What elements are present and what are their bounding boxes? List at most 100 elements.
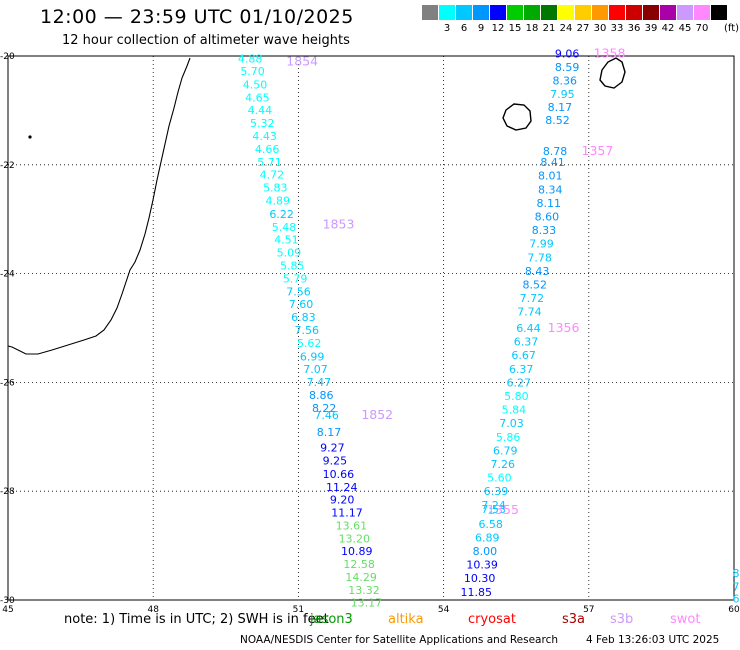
wave-height-value: 7.78 (527, 251, 552, 264)
coastline-africa (7, 57, 191, 355)
wave-height-value: 7.24 (481, 499, 506, 512)
wave-height-value: 5.71 (257, 156, 282, 169)
wave-height-value: 5.80 (504, 390, 528, 403)
pass-time-label: 1853 (323, 217, 355, 232)
pass-time-label: 1852 (361, 407, 393, 422)
satellite-key-cryosat: cryosat (468, 612, 516, 627)
wave-height-value: 4.43 (252, 130, 276, 143)
legend-label: 18 (525, 23, 539, 34)
wave-height-value: 4.72 (260, 169, 285, 182)
wave-height-value: 9.25 (323, 455, 348, 468)
legend-swatch (592, 5, 609, 20)
wave-height-value: 10.89 (341, 545, 373, 558)
wave-height-value: 9.06 (555, 47, 580, 60)
wave-height-value: 4.66 (255, 143, 280, 156)
legend-swatch (456, 5, 473, 20)
wave-height-value: 11.24 (326, 481, 358, 494)
wave-height-value: 11.17 (331, 506, 363, 519)
wave-height-value: 8.78 (543, 145, 568, 158)
footer-timestamp: 4 Feb 13:26:03 UTC 2025 (586, 634, 720, 646)
wave-height-value: 6.22 (269, 208, 294, 221)
wave-height-value: 8.36 (553, 74, 578, 87)
wave-height-value: 5.48 (272, 221, 297, 234)
legend-label: 30 (593, 23, 607, 34)
wave-height-value: 9.20 (330, 493, 355, 506)
legend-swatch (541, 5, 558, 20)
latitude-tick-label: -30 (0, 596, 15, 606)
legend-label: 3 (443, 23, 451, 34)
wave-height-value: 7.95 (550, 88, 575, 101)
pass-time-label: 1854 (286, 53, 318, 68)
wave-height-value: 13.61 (336, 519, 368, 532)
latitude-tick-label: -24 (0, 270, 15, 280)
wave-height-value: 8.33 (532, 224, 557, 237)
legend-swatch (677, 5, 694, 20)
legend-swatch (660, 5, 677, 20)
wave-height-value: 10.39 (466, 559, 498, 572)
footer-note-text: note: 1) Time is in UTC; 2) SWH is in fe… (64, 612, 329, 627)
wave-height-value: 8.52 (545, 114, 570, 127)
wave-height-value: 6.83 (291, 311, 316, 324)
longitude-axis: 45 48 51 54 57 60 (2, 605, 740, 615)
legend-swatch (524, 5, 541, 20)
latitude-tick-label: -28 (0, 487, 15, 497)
map-title: 12:00 — 23:59 UTC 01/10/2025 (40, 6, 354, 28)
wave-height-value: 8.22 (312, 402, 337, 415)
wave-height-value: 6.27 (507, 376, 532, 389)
wave-height-value: 4.89 (265, 195, 290, 208)
satellite-key-altika: altika (388, 612, 424, 627)
legend-swatch (694, 5, 711, 20)
latitude-axis: -20 -22 -24 -26 -28 -30 (0, 52, 15, 606)
satellite-key-s3a: s3a (562, 612, 586, 627)
wave-height-value: 11.85 (461, 586, 493, 599)
wave-height-value: 7.03 (499, 417, 524, 430)
wave-height-value: 7.60 (289, 298, 314, 311)
wave-height-value: 8.00 (473, 545, 498, 558)
legend-label: 21 (542, 23, 556, 34)
wave-height-value: 8.41 (540, 156, 565, 169)
pass-time-label: 1355 (487, 502, 519, 517)
wave-height-value: 6.37 (509, 363, 534, 376)
wave-height-value: 8 (733, 567, 740, 580)
wave-height-value: 10.30 (464, 572, 496, 585)
legend-swatch (439, 5, 456, 20)
satellite-key-jason3: jason3 (310, 612, 353, 627)
legend-swatch (575, 5, 592, 20)
map-gridlines (8, 56, 734, 600)
legend-swatch (643, 5, 660, 20)
wave-height-value: 6.44 (516, 322, 541, 335)
wave-height-value: 7.56 (295, 324, 320, 337)
wave-height-value: 7.53 (481, 503, 506, 516)
wave-height-value: 8.11 (537, 197, 562, 210)
footer-credit: NOAA/NESDIS Center for Satellite Applica… (240, 634, 558, 646)
wave-height-value: 6.39 (484, 485, 509, 498)
legend-label: 27 (576, 23, 590, 34)
legend-swatch (626, 5, 643, 20)
legend-label: 45 (678, 23, 692, 34)
wave-height-value: 6.67 (511, 349, 536, 362)
latitude-tick-label: -20 (0, 52, 15, 62)
wave-height-value: 13.32 (348, 584, 380, 597)
legend-swatch (490, 5, 507, 20)
wave-height-value: 5.84 (502, 404, 527, 417)
wave-height-value: 5.86 (496, 431, 521, 444)
wave-height-value: 7.46 (314, 409, 339, 422)
legend-swatch (473, 5, 490, 20)
satellite-key-s3b: s3b (610, 612, 634, 627)
wave-height-value: 6.79 (493, 444, 518, 457)
legend-label: 39 (644, 23, 658, 34)
legend-label: 9 (477, 23, 485, 34)
wave-height-value: 7.07 (303, 363, 328, 376)
legend-unit: (ft) (724, 23, 740, 34)
wave-height-value: 4.88 (238, 53, 263, 66)
wave-height-value: 8.34 (538, 183, 563, 196)
east-track: 9.068.598.367.958.178.528.788.418.018.34… (461, 45, 626, 599)
legend-swatch (609, 5, 626, 20)
latitude-tick-label: -22 (0, 161, 15, 171)
longitude-tick-label: 54 (438, 605, 450, 615)
wave-height-value: 6.89 (475, 531, 500, 544)
wave-height-value: 7. (733, 580, 740, 593)
legend-label: 33 (610, 23, 624, 34)
wave-height-value: 8.43 (525, 265, 550, 278)
